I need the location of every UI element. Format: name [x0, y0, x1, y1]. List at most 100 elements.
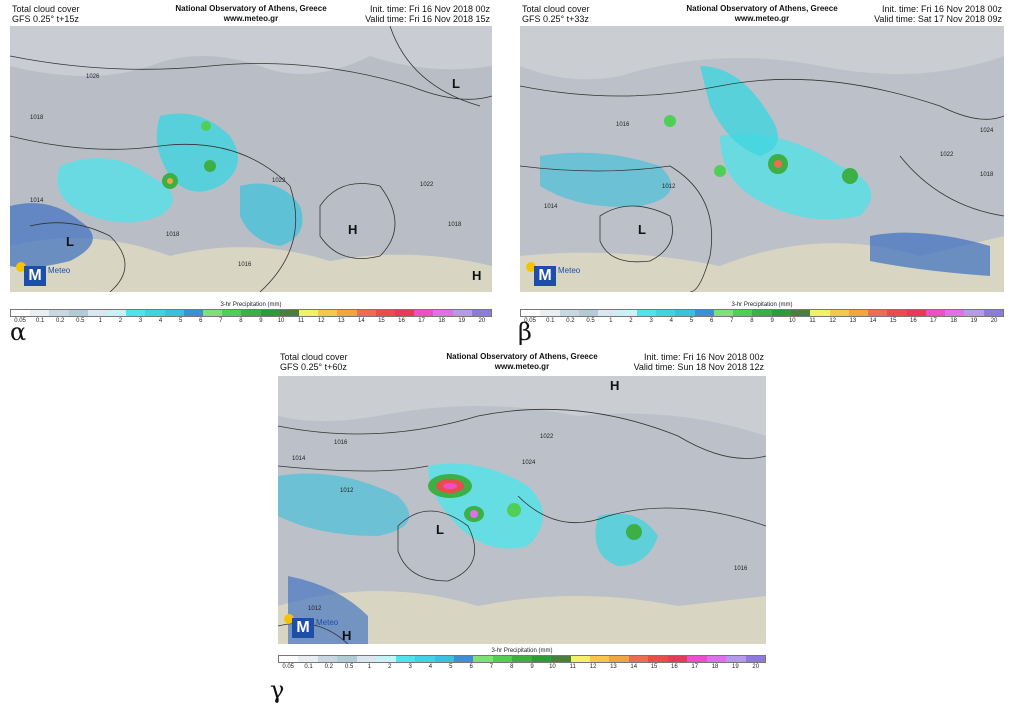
colorbar-tick-label: 0.05	[524, 318, 536, 324]
meteo-logo: M Meteo	[16, 262, 76, 286]
colorbar-swatch	[655, 310, 676, 316]
valid-time: Valid time: Fri 16 Nov 2018 15z	[365, 14, 490, 24]
colorbar-tick-label: 15	[650, 664, 658, 670]
colorbar-swatch	[375, 310, 396, 316]
colorbar-tick-label: 8	[239, 318, 243, 324]
colorbar-tick-label: 0.05	[282, 664, 294, 670]
panel-header: Total cloud cover GFS 0.25° t+60z Nationa…	[278, 352, 766, 374]
colorbar-tick-label: 11	[809, 318, 816, 324]
colorbar-swatch	[11, 310, 31, 316]
isobar-label: 1014	[292, 456, 306, 462]
colorbar-swatch	[145, 310, 165, 316]
panel-header: Total cloud cover GFS 0.25° t+33z Nationa…	[520, 4, 1004, 26]
colorbar-swatch	[395, 656, 416, 662]
colorbar-swatch	[726, 656, 746, 662]
high-pressure-marker: H	[610, 378, 620, 393]
colorbar-tick-label: 3	[408, 664, 412, 670]
colorbar-swatch	[279, 656, 299, 662]
colorbar-swatch	[628, 656, 649, 662]
colorbar-swatch	[771, 310, 791, 316]
colorbar-swatch	[415, 656, 435, 662]
colorbar-swatch	[551, 656, 571, 662]
colorbar-swatch	[829, 310, 849, 316]
colorbar-swatch	[609, 656, 629, 662]
title-center-2: www.meteo.gr	[494, 362, 550, 371]
colorbar-swatch	[694, 310, 714, 316]
colorbar-tick-label: 14	[869, 318, 877, 324]
precip-colorbar: 3-hr Precipitation (mm) 0.05 0.1 0.2 0.5 1 2 3…	[10, 302, 492, 324]
colorbar-ticks: 0.05 0.1 0.2 0.5 1 2 3 4 5 6 7 8 9 10 11 12 13 14 15 16 17 18…	[10, 318, 492, 324]
colorbar-swatch	[434, 656, 454, 662]
colorbar-tick-label: 0.5	[76, 318, 85, 324]
colorbar-swatch	[241, 310, 261, 316]
title-center-2: www.meteo.gr	[223, 14, 279, 23]
colorbar-swatch	[337, 656, 357, 662]
colorbar-ticks: 0.05 0.1 0.2 0.5 1 2 3 4 5 6 7 8 9 10 11 12 13 14 15 16 17 18…	[520, 318, 1004, 324]
colorbar-swatch	[299, 310, 319, 316]
isobar-label: 1016	[616, 122, 630, 128]
init-time: Init. time: Fri 16 Nov 2018 00z	[369, 4, 490, 14]
colorbar-title: 3-hr Precipitation (mm)	[731, 302, 793, 308]
colorbar-swatch	[752, 310, 772, 316]
colorbar-tick-label: 2	[388, 664, 392, 670]
colorbar-swatch	[559, 310, 579, 316]
colorbar-tick-label: 17	[930, 318, 937, 324]
colorbar-tick-label: 8	[750, 318, 754, 324]
title-center-1: National Observatory of Athens, Greece	[446, 352, 598, 361]
title-center-1: National Observatory of Athens, Greece	[175, 4, 327, 13]
colorbar-swatch	[570, 656, 590, 662]
colorbar-swatch	[49, 310, 69, 316]
colorbar-swatch	[790, 310, 811, 316]
colorbar-tick-label: 4	[158, 318, 163, 324]
isobar-label: 1016	[734, 566, 748, 572]
colorbar-tick-label: 10	[549, 664, 556, 670]
panel-header: Total cloud cover GFS 0.25° t+15z Nationa…	[10, 4, 492, 26]
colorbar-swatches	[10, 309, 492, 317]
init-time: Init. time: Fri 16 Nov 2018 00z	[881, 4, 1002, 14]
title-left-2: GFS 0.25° t+15z	[12, 14, 79, 24]
colorbar-swatch	[318, 310, 338, 316]
colorbar-tick-label: 15	[889, 318, 897, 324]
colorbar-tick-label: 0.05	[14, 318, 26, 324]
colorbar-swatch	[279, 310, 300, 316]
colorbar-swatch	[30, 310, 50, 316]
isobar-label: 1022	[420, 182, 434, 188]
colorbar-tick-label: 19	[732, 664, 739, 670]
colorbar-swatch	[126, 310, 146, 316]
colorbar-tick-label: 11	[298, 318, 305, 324]
colorbar-tick-label: 9	[770, 318, 774, 324]
colorbar-swatch	[107, 310, 127, 316]
colorbar-swatch	[964, 310, 984, 316]
colorbar-tick-label: 10	[788, 318, 796, 324]
colorbar-swatch	[887, 310, 907, 316]
colorbar-swatch	[492, 656, 513, 662]
colorbar-tick-label: 18	[438, 318, 446, 324]
colorbar-swatch	[521, 310, 541, 316]
colorbar-swatch	[598, 310, 618, 316]
colorbar-tick-label: 1	[98, 318, 103, 324]
colorbar-tick-label: 12	[829, 318, 836, 324]
colorbar-swatch	[452, 310, 472, 316]
colorbar-swatch	[733, 310, 753, 316]
colorbar-tick-label: 0.2	[566, 318, 575, 324]
colorbar-swatch	[667, 656, 688, 662]
isobar-label: 1014	[30, 198, 44, 204]
colorbar-swatch	[906, 310, 926, 316]
colorbar-title: 3-hr Precipitation (mm)	[220, 302, 282, 308]
meteo-logo: M Meteo	[284, 614, 344, 638]
colorbar-tick-label: 2	[629, 318, 633, 324]
isobar-label: 1016	[238, 262, 252, 268]
colorbar-swatch	[68, 310, 88, 316]
colorbar-tick-label: 5	[449, 664, 453, 670]
isobar-label: 1018	[448, 222, 462, 228]
colorbar-swatch	[713, 310, 734, 316]
colorbar-swatch	[471, 310, 492, 316]
colorbar-tick-label: 9	[530, 664, 534, 670]
colorbar-swatch	[531, 656, 552, 662]
low-pressure-marker: L	[436, 522, 444, 537]
title-left-1: Total cloud cover	[280, 352, 348, 362]
colorbar-tick-label: 3	[649, 318, 653, 324]
colorbar-tick-label: 11	[569, 664, 576, 670]
colorbar-tick-label: 20	[990, 318, 998, 324]
isobar-label: 1024	[522, 460, 536, 466]
